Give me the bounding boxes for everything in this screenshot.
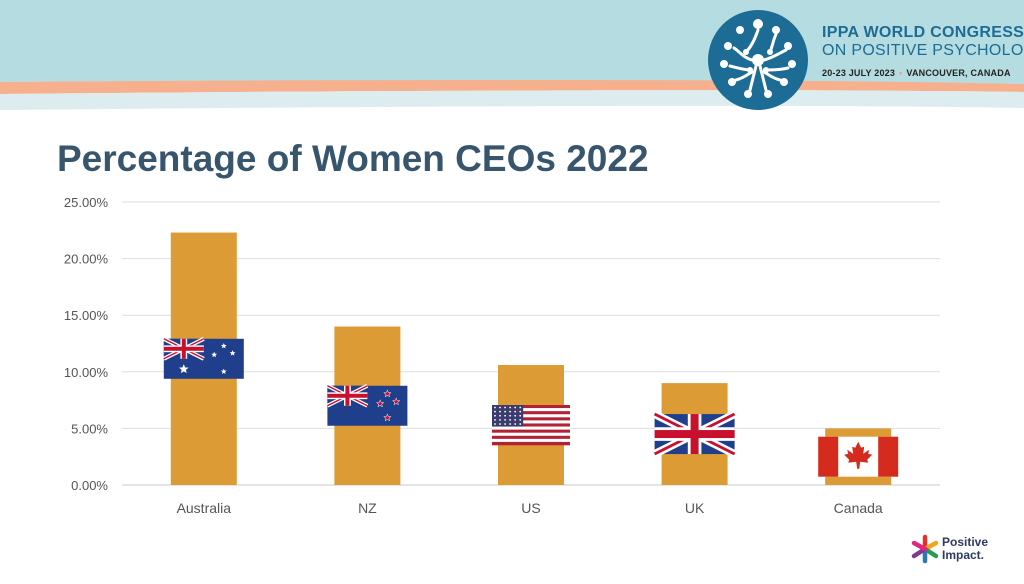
brand-line2: Impact.	[942, 547, 985, 562]
bar-chart: 0.00% 5.00% 10.00% 15.00% 20.00% 25.00% Austra…	[64, 195, 940, 516]
canada-flag-icon	[818, 436, 899, 477]
x-tick-label: Canada	[834, 500, 883, 516]
congress-title-line2: ON POSITIVE PSYCHOLOGY	[822, 41, 1024, 59]
x-tick-label: Australia	[177, 500, 232, 516]
australia-flag-icon	[162, 336, 244, 379]
congress-location: VANCOUVER, CANADA	[906, 68, 1011, 79]
congress-dates-location: 20-23 JULY 2023 • VANCOUVER, CANADA	[822, 68, 1024, 79]
y-tick-label: 5.00%	[71, 421, 108, 436]
uk-flag-icon	[652, 410, 737, 458]
y-tick-label: 25.00%	[64, 195, 109, 210]
congress-dates: 20-23 JULY 2023	[822, 68, 896, 79]
y-tick-label: 20.00%	[64, 252, 109, 267]
x-tick-label: UK	[685, 500, 705, 516]
new-zealand-flag-icon	[326, 383, 408, 426]
positive-impact-logo-icon	[911, 534, 939, 564]
x-tick-label: US	[521, 500, 540, 516]
brand-line1: Positive	[942, 535, 989, 549]
congress-title-line1: IPPA WORLD CONGRESS	[822, 24, 1024, 41]
separator-dot: •	[899, 68, 903, 79]
x-tick-label: NZ	[358, 500, 377, 516]
y-tick-label: 10.00%	[64, 365, 109, 380]
positive-impact-wordmark: Positive Impact.	[942, 536, 988, 561]
us-flag-icon	[492, 405, 570, 446]
slide-title: Percentage of Women CEOs 2022	[57, 138, 649, 179]
ippa-logo-icon	[708, 10, 808, 110]
congress-title-block: IPPA WORLD CONGRESS ON POSITIVE PSYCHOLO…	[822, 24, 1024, 79]
y-tick-label: 0.00%	[71, 478, 108, 493]
y-tick-label: 15.00%	[64, 308, 109, 323]
